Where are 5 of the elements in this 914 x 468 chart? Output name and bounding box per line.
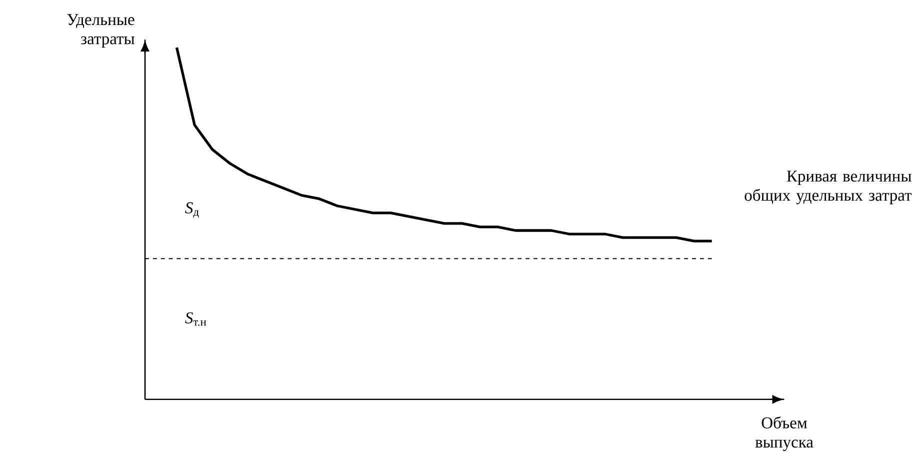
x-axis-title: Объем выпуска [755, 416, 814, 452]
annotation: S$_{т.н}$ [185, 312, 206, 326]
y-axis-title: Удельные затраты [67, 14, 134, 48]
text: Кривая величины общих удельных затрат [744, 170, 912, 204]
annotation: S$_{д}$ [185, 202, 199, 218]
